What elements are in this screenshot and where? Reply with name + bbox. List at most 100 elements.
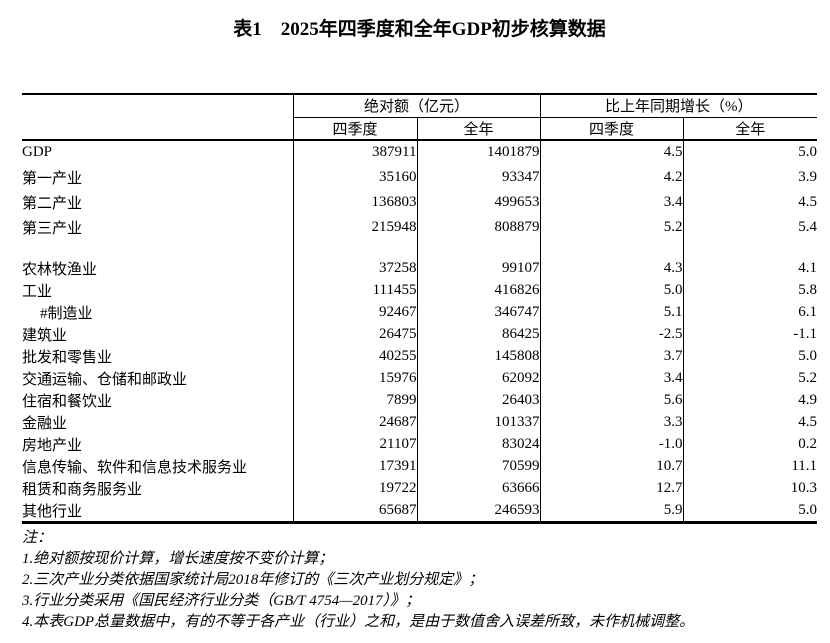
cell-abs-year: 499653 [417, 189, 541, 215]
cell-abs-year: 70599 [417, 455, 541, 478]
cell-abs-q4: 37258 [293, 257, 418, 280]
cell-abs-year: 1401879 [417, 139, 541, 165]
cell-abs-q4: 65687 [293, 499, 418, 524]
cell-growth-q4: 4.2 [540, 164, 684, 190]
row-label: 信息传输、软件和信息技术服务业 [22, 455, 294, 478]
header-growth-year: 全年 [683, 117, 818, 141]
cell-growth-year: 11.1 [791, 458, 818, 474]
header-abs-q4: 四季度 [293, 117, 418, 141]
cell-growth-year: 4.9 [798, 392, 818, 408]
cell-growth-q4: 5.2 [540, 214, 684, 240]
header-abs-year: 全年 [417, 117, 541, 141]
cell-growth-q4: -2.5 [540, 323, 684, 346]
cell-abs-q4: 15976 [293, 367, 418, 390]
row-label: 租赁和商务服务业 [22, 477, 294, 500]
row-label: 工业 [22, 279, 294, 302]
notes-section: 注： 1.绝对额按现价计算，增长速度按不变价计算； 2.三次产业分类依据国家统计… [22, 528, 817, 633]
table-row-hotel-catering: 住宿和餐饮业 7899 26403 5.6 4.9 [22, 389, 818, 412]
cell-abs-q4: 387911 [293, 139, 418, 165]
cell-growth-year: 5.0 [683, 499, 818, 524]
row-label: 第三产业 [22, 214, 294, 240]
row-label: 农林牧渔业 [22, 257, 294, 280]
cell-abs-year: 26403 [417, 389, 541, 412]
cell-abs-q4: 26475 [293, 323, 418, 346]
cell-growth-q4: -1.0 [540, 433, 684, 456]
table-row-other-industries: 其他行业 65687 246593 5.9 5.0 [22, 499, 818, 524]
row-label: 交通运输、仓储和邮政业 [22, 367, 294, 390]
table-row-information-technology: 信息传输、软件和信息技术服务业 17391 70599 10.7 11.1 [22, 455, 818, 478]
row-label: GDP [22, 139, 294, 165]
cell-abs-q4: 92467 [293, 301, 418, 324]
cell-abs-year: 93347 [417, 164, 541, 190]
table-row-tertiary-industry: 第三产业 215948 808879 5.2 5.4 [22, 214, 818, 240]
table-row-agriculture: 农林牧渔业 37258 99107 4.3 4.1 [22, 257, 818, 280]
cell-abs-q4: 24687 [293, 411, 418, 434]
note-line-2: 2.三次产业分类依据国家统计局2018年修订的《三次产业划分规定》； [22, 571, 484, 588]
cell-abs-q4: 111455 [293, 279, 418, 302]
cell-growth-q4: 3.7 [540, 345, 684, 368]
header-row-groups: 绝对额（亿元） 比上年同期增长（%） [22, 93, 818, 141]
cell-growth-year: 3.9 [798, 168, 818, 185]
cell-abs-year: 145808 [417, 345, 541, 368]
cell-abs-q4: 40255 [293, 345, 418, 368]
row-label: 住宿和餐饮业 [22, 389, 294, 412]
cell-growth-q4: 5.6 [540, 389, 684, 412]
cell-growth-q4: 12.7 [540, 477, 684, 500]
cell-abs-year: 86425 [417, 323, 541, 346]
cell-growth-year: 5.0 [798, 348, 818, 364]
cell-growth-year: 4.5 [798, 414, 818, 430]
cell-abs-q4: 21107 [293, 433, 418, 456]
row-label: 批发和零售业 [22, 345, 294, 368]
cell-abs-year: 99107 [417, 257, 541, 280]
row-label: 第二产业 [22, 189, 294, 215]
cell-abs-year: 808879 [417, 214, 541, 240]
row-label: 第一产业 [22, 164, 294, 190]
notes-heading: 注： [22, 529, 53, 546]
row-label: 建筑业 [22, 323, 294, 346]
table-row-leasing-business-services: 租赁和商务服务业 19722 63666 12.7 10.3 [22, 477, 817, 500]
table-row-gdp: GDP 387911 1401879 4.5 5.0 [22, 139, 818, 165]
cell-growth-q4: 5.0 [540, 279, 684, 302]
cell-abs-year: 63666 [417, 477, 541, 500]
cell-abs-q4: 35160 [293, 164, 418, 190]
table-row-secondary-industry: 第二产业 136803 499653 3.4 4.5 [22, 189, 818, 215]
row-label: 金融业 [22, 411, 294, 434]
cell-abs-year: 416826 [417, 279, 541, 302]
cell-growth-year: 5.0 [798, 144, 818, 160]
cell-abs-year: 246593 [417, 499, 541, 524]
cell-growth-year: 0.2 [798, 436, 818, 452]
cell-growth-year: 6.1 [798, 304, 818, 320]
table-row-finance: 金融业 24687 101337 3.3 4.5 [22, 411, 818, 434]
cell-growth-q4: 3.4 [540, 189, 684, 215]
note-line-3: 3.行业分类采用《国民经济行业分类（GB/T 4754—2017）》； [22, 592, 421, 609]
cell-growth-q4: 10.7 [540, 455, 684, 478]
table-row-construction: 建筑业 26475 86425 -2.5 -1.1 [22, 323, 818, 346]
cell-growth-year: 4.5 [798, 193, 818, 210]
table-row-wholesale-retail: 批发和零售业 40255 145808 3.7 5.0 [22, 345, 818, 368]
table-row-real-estate: 房地产业 21107 83024 -1.0 0.2 [22, 433, 818, 456]
page: 表1 2025年四季度和全年GDP初步核算数据 绝对额（亿元） 比上年同期增长（… [22, 18, 818, 633]
table-title: 表1 2025年四季度和全年GDP初步核算数据 [233, 19, 606, 40]
gdp-table: 绝对额（亿元） 比上年同期增长（%） 四季度 全年 四季度 全年 GDP 387… [22, 93, 818, 524]
cell-growth-q4: 5.1 [540, 301, 684, 324]
cell-abs-q4: 19722 [293, 477, 418, 500]
cell-abs-q4: 7899 [293, 389, 418, 412]
cell-abs-year: 101337 [417, 411, 541, 434]
header-growth: 比上年同期增长（%） [540, 93, 818, 118]
cell-abs-year: 346747 [417, 301, 541, 324]
cell-growth-year: 4.1 [798, 260, 818, 276]
cell-abs-year: 83024 [417, 433, 541, 456]
row-label: #制造业 [22, 301, 294, 324]
header-corner-cell [22, 93, 294, 141]
cell-growth-q4: 4.5 [540, 139, 684, 165]
table-row-transport-storage-post: 交通运输、仓储和邮政业 15976 62092 3.4 5.2 [22, 367, 818, 390]
row-label: 其他行业 [22, 499, 294, 524]
cell-abs-q4: 17391 [293, 455, 418, 478]
cell-growth-q4: 3.4 [540, 367, 684, 390]
cell-growth-year: 5.2 [798, 370, 818, 386]
cell-growth-q4: 4.3 [540, 257, 684, 280]
row-label: 房地产业 [22, 433, 294, 456]
cell-growth-year: -1.1 [793, 326, 818, 342]
cell-growth-year: 5.4 [798, 218, 818, 235]
cell-growth-q4: 5.9 [540, 499, 684, 524]
